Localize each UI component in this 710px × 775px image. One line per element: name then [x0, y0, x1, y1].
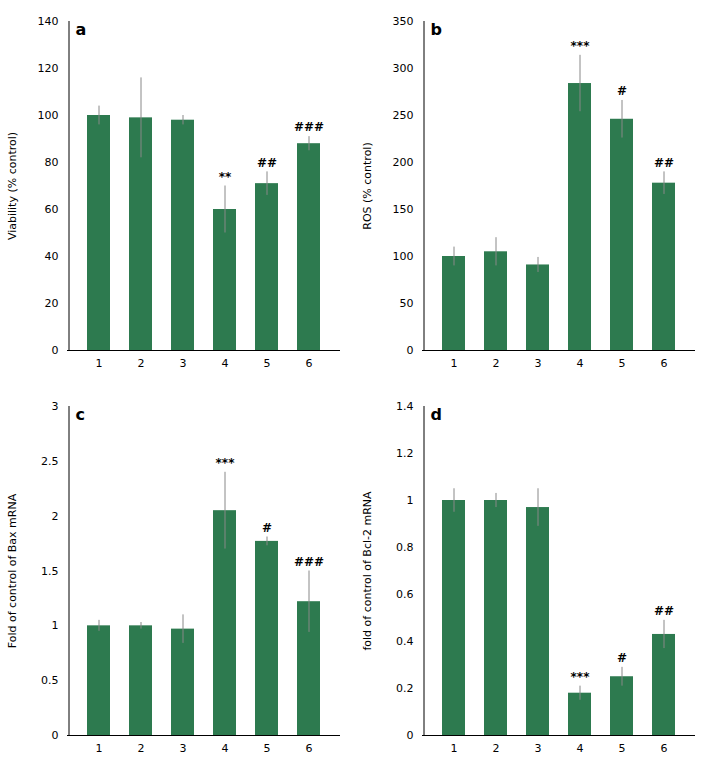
- svg-text:##: ##: [654, 604, 674, 618]
- svg-text:0.2: 0.2: [396, 682, 414, 695]
- svg-text:#: #: [617, 651, 627, 665]
- svg-text:***: ***: [571, 670, 591, 684]
- svg-text:#: #: [617, 84, 627, 98]
- svg-text:4: 4: [222, 357, 229, 370]
- svg-text:##: ##: [257, 156, 277, 170]
- svg-text:6: 6: [306, 357, 313, 370]
- svg-text:###: ###: [294, 555, 324, 569]
- svg-text:2: 2: [52, 510, 59, 523]
- svg-text:0: 0: [407, 729, 414, 742]
- svg-text:2: 2: [493, 742, 500, 755]
- svg-text:2: 2: [493, 357, 500, 370]
- svg-text:1.5: 1.5: [41, 565, 59, 578]
- svg-text:0: 0: [407, 344, 414, 357]
- svg-text:2.5: 2.5: [41, 455, 59, 468]
- svg-text:ROS (% control): ROS (% control): [361, 142, 374, 229]
- svg-text:fold of control of Bcl-2 mRNA: fold of control of Bcl-2 mRNA: [361, 491, 374, 651]
- svg-text:#: #: [262, 521, 272, 535]
- svg-text:1: 1: [96, 742, 103, 755]
- svg-text:a: a: [76, 20, 87, 39]
- svg-text:0.4: 0.4: [396, 635, 414, 648]
- svg-text:5: 5: [619, 742, 626, 755]
- svg-text:100: 100: [38, 109, 59, 122]
- svg-text:1: 1: [451, 357, 458, 370]
- svg-text:1: 1: [96, 357, 103, 370]
- svg-text:4: 4: [577, 742, 584, 755]
- svg-text:2: 2: [138, 742, 145, 755]
- svg-text:0: 0: [52, 344, 59, 357]
- svg-text:***: ***: [216, 456, 236, 470]
- svg-text:3: 3: [52, 400, 59, 413]
- svg-text:4: 4: [577, 357, 584, 370]
- svg-text:0.8: 0.8: [396, 541, 414, 554]
- svg-text:Fold of control of Bax mRNA: Fold of control of Bax mRNA: [6, 493, 19, 648]
- svg-text:###: ###: [294, 120, 324, 134]
- svg-text:120: 120: [38, 62, 59, 75]
- svg-text:5: 5: [264, 357, 271, 370]
- svg-text:3: 3: [535, 357, 542, 370]
- svg-text:4: 4: [222, 742, 229, 755]
- svg-text:1: 1: [407, 494, 414, 507]
- svg-text:50: 50: [400, 297, 414, 310]
- svg-text:Viability (% control): Viability (% control): [6, 132, 19, 240]
- svg-text:0.6: 0.6: [396, 588, 414, 601]
- svg-text:0: 0: [52, 729, 59, 742]
- svg-text:2: 2: [138, 357, 145, 370]
- svg-text:b: b: [431, 20, 442, 39]
- svg-text:**: **: [219, 170, 232, 184]
- svg-text:1: 1: [451, 742, 458, 755]
- svg-text:0.5: 0.5: [41, 674, 59, 687]
- svg-text:200: 200: [393, 156, 414, 169]
- svg-text:140: 140: [38, 15, 59, 28]
- svg-text:##: ##: [654, 156, 674, 170]
- svg-text:d: d: [431, 405, 442, 424]
- svg-text:100: 100: [393, 250, 414, 263]
- svg-text:1.4: 1.4: [396, 400, 414, 413]
- svg-text:3: 3: [180, 742, 187, 755]
- svg-text:6: 6: [661, 742, 668, 755]
- svg-text:80: 80: [45, 156, 59, 169]
- svg-text:60: 60: [45, 203, 59, 216]
- svg-text:40: 40: [45, 250, 59, 263]
- svg-text:300: 300: [393, 62, 414, 75]
- svg-text:350: 350: [393, 15, 414, 28]
- svg-text:6: 6: [306, 742, 313, 755]
- svg-text:5: 5: [619, 357, 626, 370]
- svg-text:5: 5: [264, 742, 271, 755]
- svg-text:150: 150: [393, 203, 414, 216]
- svg-text:1.2: 1.2: [396, 447, 414, 460]
- svg-text:250: 250: [393, 109, 414, 122]
- svg-text:3: 3: [180, 357, 187, 370]
- svg-text:1: 1: [52, 619, 59, 632]
- svg-text:***: ***: [571, 39, 591, 53]
- svg-text:3: 3: [535, 742, 542, 755]
- svg-text:20: 20: [45, 297, 59, 310]
- svg-text:c: c: [76, 405, 85, 424]
- svg-text:6: 6: [661, 357, 668, 370]
